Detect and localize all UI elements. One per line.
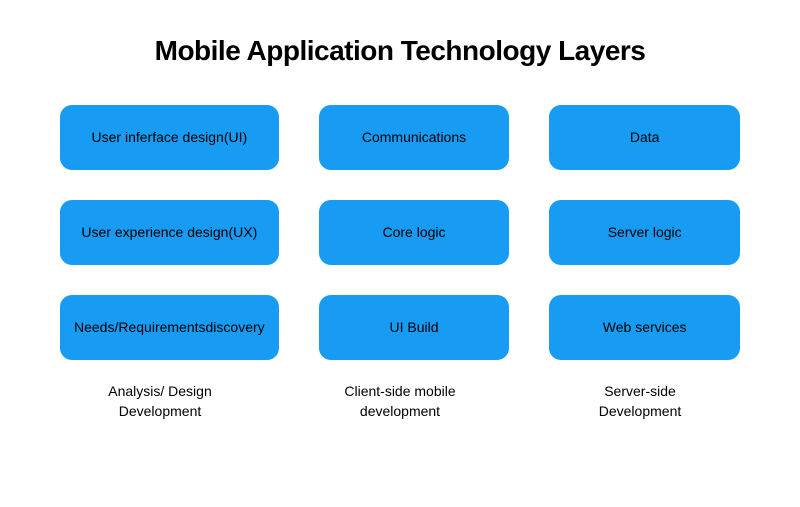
box-ui-build: UI Build bbox=[319, 295, 510, 360]
layers-grid: User inferface design(UI) Communications… bbox=[60, 105, 740, 360]
box-communications: Communications bbox=[319, 105, 510, 170]
box-needs-discovery: Needs/Requirementsdiscovery bbox=[60, 295, 279, 360]
caption-client-side: Client-side mobiledevelopment bbox=[300, 382, 500, 421]
box-ui-design: User inferface design(UI) bbox=[60, 105, 279, 170]
box-web-services: Web services bbox=[549, 295, 740, 360]
box-data: Data bbox=[549, 105, 740, 170]
box-ux-design: User experience design(UX) bbox=[60, 200, 279, 265]
box-server-logic: Server logic bbox=[549, 200, 740, 265]
caption-server-side: Server-sideDevelopment bbox=[540, 382, 740, 421]
caption-analysis-design: Analysis/ DesignDevelopment bbox=[60, 382, 260, 421]
diagram-title: Mobile Application Technology Layers bbox=[60, 35, 740, 67]
column-captions: Analysis/ DesignDevelopment Client-side … bbox=[60, 382, 740, 421]
box-core-logic: Core logic bbox=[319, 200, 510, 265]
